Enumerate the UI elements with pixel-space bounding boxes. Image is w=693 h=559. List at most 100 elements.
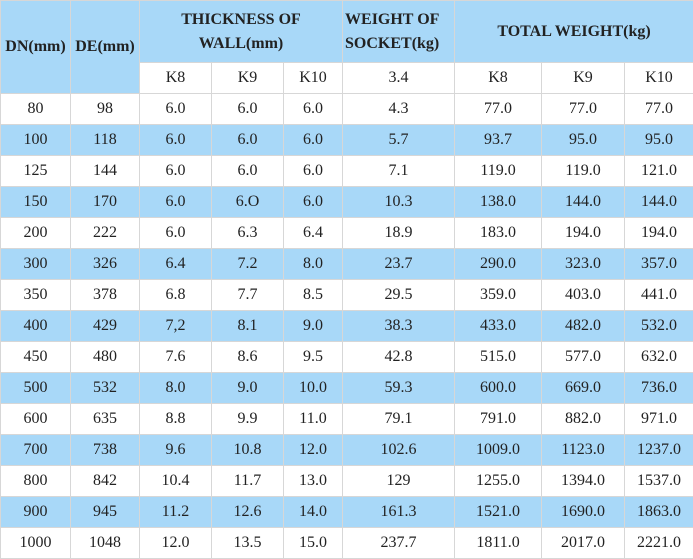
- cell-k9: 9.0: [212, 373, 284, 404]
- cell-k10: 6.0: [284, 125, 343, 156]
- subheader-total-k9: K9: [542, 63, 625, 94]
- cell-tk10: 532.0: [625, 311, 693, 342]
- cell-tk9: 1394.0: [542, 466, 625, 497]
- cell-tk10: 1863.0: [625, 497, 693, 528]
- cell-socket: 237.7: [343, 528, 455, 559]
- cell-dn: 800: [1, 466, 71, 497]
- cell-k8: 6.0: [140, 94, 212, 125]
- cell-socket: 7.1: [343, 156, 455, 187]
- cell-socket: 18.9: [343, 218, 455, 249]
- cell-k8: 7.6: [140, 342, 212, 373]
- header-row: DN(mm) DE(mm) THICKNESS OF WALL(mm) WEIG…: [1, 1, 693, 63]
- cell-k8: 6.8: [140, 280, 212, 311]
- subheader-k10: K10: [284, 63, 343, 94]
- cell-de: 532: [71, 373, 140, 404]
- cell-k9: 8.6: [212, 342, 284, 373]
- cell-tk9: 403.0: [542, 280, 625, 311]
- cell-tk8: 433.0: [455, 311, 542, 342]
- cell-k8: 9.6: [140, 435, 212, 466]
- cell-socket: 129: [343, 466, 455, 497]
- header-dn: DN(mm): [1, 1, 71, 94]
- cell-dn: 80: [1, 94, 71, 125]
- cell-de: 429: [71, 311, 140, 342]
- cell-tk8: 93.7: [455, 125, 542, 156]
- cell-tk10: 1537.0: [625, 466, 693, 497]
- cell-tk8: 359.0: [455, 280, 542, 311]
- cell-dn: 1000: [1, 528, 71, 559]
- cell-k9: 8.1: [212, 311, 284, 342]
- cell-tk10: 357.0: [625, 249, 693, 280]
- cell-tk8: 290.0: [455, 249, 542, 280]
- cell-de: 480: [71, 342, 140, 373]
- cell-k8: 12.0: [140, 528, 212, 559]
- cell-de: 1048: [71, 528, 140, 559]
- cell-k10: 9.0: [284, 311, 343, 342]
- cell-tk9: 144.0: [542, 187, 625, 218]
- cell-k9: 13.5: [212, 528, 284, 559]
- cell-k8: 6.0: [140, 187, 212, 218]
- cell-k9: 6.0: [212, 125, 284, 156]
- cell-k8: 8.8: [140, 404, 212, 435]
- cell-socket: 5.7: [343, 125, 455, 156]
- subheader-k8: K8: [140, 63, 212, 94]
- cell-socket: 161.3: [343, 497, 455, 528]
- cell-dn: 200: [1, 218, 71, 249]
- cell-dn: 500: [1, 373, 71, 404]
- cell-tk10: 1237.0: [625, 435, 693, 466]
- cell-dn: 400: [1, 311, 71, 342]
- cell-dn: 700: [1, 435, 71, 466]
- cell-tk9: 77.0: [542, 94, 625, 125]
- cell-tk8: 119.0: [455, 156, 542, 187]
- cell-tk9: 2017.0: [542, 528, 625, 559]
- cell-k8: 11.2: [140, 497, 212, 528]
- cell-k8: 10.4: [140, 466, 212, 497]
- cell-tk10: 144.0: [625, 187, 693, 218]
- cell-de: 98: [71, 94, 140, 125]
- cell-tk9: 119.0: [542, 156, 625, 187]
- cell-socket: 4.3: [343, 94, 455, 125]
- cell-k9: 6.0: [212, 94, 284, 125]
- cell-socket: 29.5: [343, 280, 455, 311]
- cell-tk9: 669.0: [542, 373, 625, 404]
- cell-k10: 6.0: [284, 156, 343, 187]
- cell-k9: 11.7: [212, 466, 284, 497]
- cell-socket: 42.8: [343, 342, 455, 373]
- cell-tk8: 515.0: [455, 342, 542, 373]
- cell-k9: 7.7: [212, 280, 284, 311]
- cell-tk9: 95.0: [542, 125, 625, 156]
- header-de: DE(mm): [71, 1, 140, 94]
- cell-dn: 450: [1, 342, 71, 373]
- cell-k9: 6.3: [212, 218, 284, 249]
- cell-k10: 6.4: [284, 218, 343, 249]
- subheader-k9: K9: [212, 63, 284, 94]
- cell-de: 170: [71, 187, 140, 218]
- cell-dn: 150: [1, 187, 71, 218]
- cell-de: 842: [71, 466, 140, 497]
- cell-tk8: 183.0: [455, 218, 542, 249]
- cell-k10: 6.0: [284, 94, 343, 125]
- cell-de: 378: [71, 280, 140, 311]
- cell-tk10: 441.0: [625, 280, 693, 311]
- cell-tk9: 323.0: [542, 249, 625, 280]
- cell-tk9: 1123.0: [542, 435, 625, 466]
- cell-de: 222: [71, 218, 140, 249]
- cell-k8: 8.0: [140, 373, 212, 404]
- cell-de: 326: [71, 249, 140, 280]
- cell-k9: 6.0: [212, 156, 284, 187]
- cell-k8: 6.0: [140, 156, 212, 187]
- cell-tk8: 791.0: [455, 404, 542, 435]
- cell-tk8: 138.0: [455, 187, 542, 218]
- cell-de: 635: [71, 404, 140, 435]
- cell-tk10: 77.0: [625, 94, 693, 125]
